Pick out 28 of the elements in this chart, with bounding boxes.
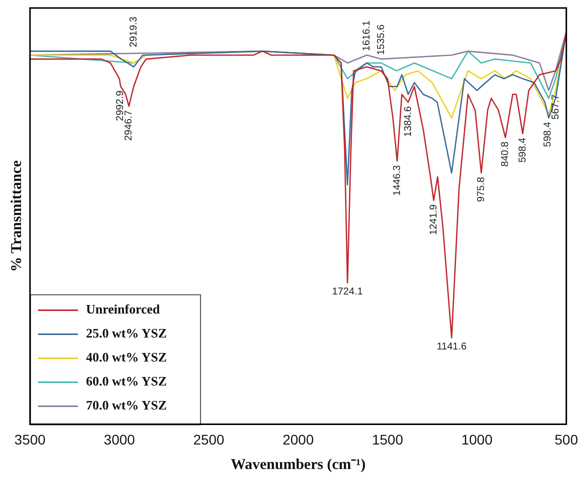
annotation: 1241.9 bbox=[428, 204, 440, 235]
x-tick-label: 1000 bbox=[461, 431, 493, 448]
annotation: 1384.6 bbox=[402, 106, 414, 137]
annotation: 1141.6 bbox=[436, 342, 467, 353]
annotation: 1616.1 bbox=[362, 20, 373, 52]
annotation: 598.4 bbox=[517, 137, 528, 163]
y-axis-title: % Transmittance bbox=[8, 160, 25, 272]
legend-label: 25.0 wt% YSZ bbox=[86, 326, 168, 341]
x-axis-title: Wavenumbers (cm⁻¹) bbox=[230, 456, 366, 473]
annotation: 567.7 bbox=[550, 94, 562, 120]
annotation: 840.8 bbox=[500, 141, 512, 167]
annotation: 598.4 bbox=[542, 122, 554, 147]
x-tick-label: 3500 bbox=[14, 431, 46, 448]
x-tick-label: 2500 bbox=[193, 431, 225, 448]
legend-label: 70.0 wt% YSZ bbox=[86, 398, 168, 413]
annotation: 975.8 bbox=[476, 176, 488, 202]
annotation: 1446.3 bbox=[392, 164, 403, 196]
legend-label: Unreinforced bbox=[86, 302, 161, 317]
annotation: 2919.3 bbox=[128, 16, 140, 48]
legend-label: 60.0 wt% YSZ bbox=[86, 374, 168, 389]
x-tick-label: 3000 bbox=[104, 431, 136, 448]
annotation: 1535.6 bbox=[376, 24, 387, 56]
x-tick-label: 2000 bbox=[282, 431, 314, 448]
annotation: 1724.1 bbox=[332, 286, 364, 298]
x-tick-label: 1500 bbox=[372, 431, 404, 448]
annotation: 2946.7 bbox=[124, 110, 135, 141]
legend-label: 40.0 wt% YSZ bbox=[86, 350, 168, 365]
x-tick-label: 500 bbox=[554, 431, 578, 448]
